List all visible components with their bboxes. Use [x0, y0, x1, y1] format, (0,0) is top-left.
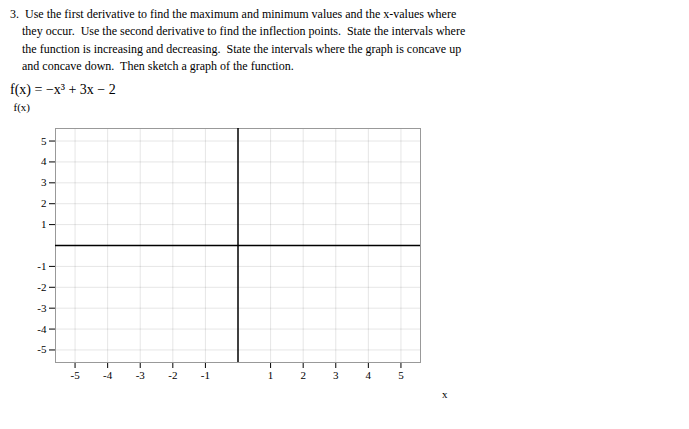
svg-text:-4: -4 [103, 369, 113, 381]
svg-text:-3: -3 [136, 369, 146, 381]
svg-text:5: 5 [398, 369, 404, 381]
svg-text:-4: -4 [37, 322, 47, 334]
svg-text:4: 4 [41, 155, 47, 167]
svg-text:3: 3 [41, 176, 47, 188]
html-text:3. Use the first derivative to: 3. Use the first derivative to find the … [10, 7, 466, 74]
html-text:f(x) = −x³ + 3x − 2: f(x) = −x³ + 3x − 2 [10, 81, 116, 97]
svg-text:4: 4 [366, 369, 372, 381]
svg-text:-1: -1 [201, 369, 210, 381]
svg-text:2: 2 [41, 197, 47, 209]
svg-text:-3: -3 [37, 301, 47, 313]
svg-text:x: x [442, 387, 448, 399]
svg-text:5: 5 [41, 134, 47, 146]
svg-text:-5: -5 [37, 343, 47, 355]
svg-text:-2: -2 [168, 369, 177, 381]
svg-text:3: 3 [333, 369, 339, 381]
svg-text:-5: -5 [70, 369, 80, 381]
svg-text:-2: -2 [37, 280, 46, 292]
svg-text:1: 1 [268, 369, 274, 381]
svg-text:-1: -1 [37, 259, 46, 271]
svg-text:2: 2 [300, 369, 306, 381]
svg-text:f(x): f(x) [14, 101, 31, 114]
svg-text:1: 1 [41, 218, 47, 230]
